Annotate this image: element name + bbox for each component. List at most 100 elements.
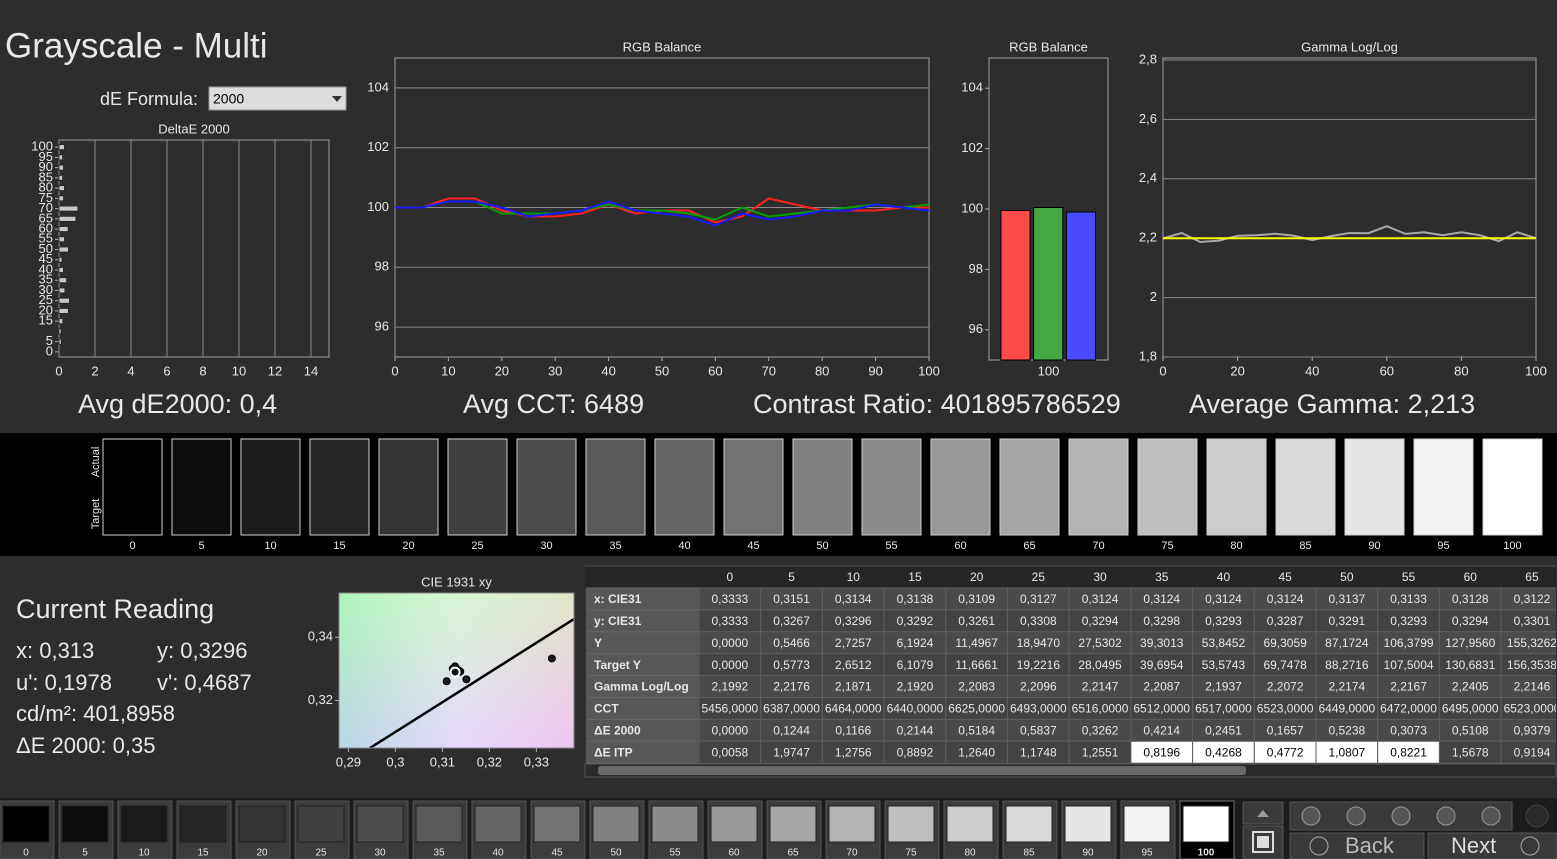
patch-button[interactable]	[474, 805, 522, 843]
patch-label[interactable]: 50	[610, 848, 622, 859]
swatch-label: 50	[816, 540, 828, 552]
cell-value: 6495,0000	[1442, 702, 1499, 716]
patch-label[interactable]: 15	[197, 848, 209, 859]
patch-label[interactable]: 95	[1141, 848, 1153, 859]
reading-title: Current Reading	[16, 594, 214, 624]
patch-button[interactable]	[1064, 805, 1112, 843]
patch-button[interactable]	[710, 805, 758, 843]
formula-label: dE Formula:	[100, 89, 198, 109]
gray-swatch	[792, 438, 853, 536]
patch-button[interactable]	[887, 805, 935, 843]
x-tick-label: 100	[1525, 363, 1547, 378]
cell-value: 0,1166	[835, 724, 871, 738]
patch-label[interactable]: 55	[669, 848, 681, 859]
dropdown-box[interactable]	[208, 86, 347, 111]
patch-button[interactable]	[356, 805, 404, 843]
patch-label[interactable]: 40	[492, 848, 504, 859]
reading-line: u': 0,1978	[16, 670, 112, 695]
patch-button[interactable]	[120, 805, 168, 843]
cell-value: 0,3124	[1205, 592, 1242, 606]
icon-loop[interactable]	[1436, 806, 1456, 826]
column-header: 30	[1093, 570, 1107, 584]
cell-value: 2,2072	[1267, 680, 1304, 694]
stop-icon-fill	[1257, 836, 1269, 848]
patch-label[interactable]: 80	[964, 848, 976, 859]
patch-button[interactable]	[238, 805, 286, 843]
patch-button[interactable]	[415, 805, 463, 843]
patch-button[interactable]	[651, 805, 699, 843]
cell-value: 1,1748	[1020, 745, 1057, 759]
cell-value: 11,6661	[955, 658, 998, 672]
scrollbar-thumb[interactable]	[598, 766, 1246, 775]
cell-value: 127,9560	[1445, 636, 1495, 650]
next-label[interactable]: Next	[1451, 833, 1496, 858]
patch-label[interactable]: 60	[728, 848, 740, 859]
patch-label[interactable]: 85	[1023, 848, 1035, 859]
x-tick-label: 80	[1454, 363, 1468, 378]
patch-label[interactable]: 45	[551, 848, 563, 859]
bar	[58, 205, 79, 212]
next-button[interactable]	[1427, 832, 1557, 859]
cell-value: 2,2405	[1452, 680, 1489, 694]
cell-value: 0,3073	[1390, 724, 1427, 738]
back-label[interactable]: Back	[1345, 833, 1395, 858]
cell-value: 69,7478	[1263, 658, 1307, 672]
cell-value: 107,5004	[1384, 658, 1434, 672]
y-tick-label: 0,32	[308, 692, 333, 707]
patch-button[interactable]	[769, 805, 817, 843]
icon-play[interactable]	[1346, 806, 1366, 826]
patch-label[interactable]: 10	[138, 848, 150, 859]
cell-value: 0,3109	[958, 592, 995, 606]
x-tick-label: 70	[762, 363, 776, 378]
chart: Gamma Log/Log 1,8 2 2,2 2,4 2,6 2,8 0 20 40 60 80 10…	[1139, 39, 1547, 378]
x-tick-label: 90	[868, 363, 882, 378]
patch-label[interactable]: 0	[23, 848, 29, 859]
patch-button[interactable]	[179, 805, 227, 843]
patch-label[interactable]: 5	[82, 848, 88, 859]
dropdown-arrow[interactable]	[332, 96, 342, 102]
patch-button[interactable]	[1182, 805, 1230, 843]
patch-button[interactable]	[61, 805, 109, 843]
dropdown-value[interactable]: 2000	[213, 91, 244, 107]
formula-dropdown[interactable]: 2000	[208, 86, 347, 111]
cell-value: 0,5837	[1020, 724, 1057, 738]
cell-value: 2,2174	[1328, 680, 1365, 694]
patch-button[interactable]	[946, 805, 994, 843]
y-tick-label: 102	[367, 139, 389, 154]
icon-refresh[interactable]	[1481, 806, 1501, 826]
series-line	[395, 200, 930, 221]
bar	[58, 164, 64, 171]
measured-point	[462, 675, 471, 684]
patch-label[interactable]: 20	[256, 848, 268, 859]
icon-stop[interactable]	[1301, 806, 1321, 826]
patch-button[interactable]	[1123, 805, 1171, 843]
cell-value: 0,0058	[711, 745, 748, 759]
reading-line: ΔE 2000: 0,35	[16, 733, 155, 758]
patch-label[interactable]: 70	[846, 848, 858, 859]
patch-label[interactable]: 100	[1198, 848, 1215, 859]
patch-label[interactable]: 90	[1082, 848, 1094, 859]
patch-button[interactable]	[297, 805, 345, 843]
y-tick-label: 95	[39, 149, 53, 164]
patch-button[interactable]	[533, 805, 581, 843]
icon-step[interactable]	[1391, 806, 1411, 826]
cell-value: 0,3293	[1390, 614, 1427, 628]
patch-button[interactable]	[828, 805, 876, 843]
cell-value: 2,2176	[773, 680, 810, 694]
column-header: 20	[970, 570, 984, 584]
back-button[interactable]	[1289, 832, 1425, 859]
summary-text: Contrast Ratio: 401895786529	[753, 389, 1121, 419]
patch-label[interactable]: 75	[905, 848, 917, 859]
patch-button[interactable]	[592, 805, 640, 843]
chart-title: DeltaE 2000	[158, 121, 230, 136]
patch-label[interactable]: 30	[374, 848, 386, 859]
y-tick-label: 60	[39, 220, 53, 235]
patch-label[interactable]: 35	[433, 848, 445, 859]
patch-button[interactable]	[1005, 805, 1053, 843]
gray-swatch	[1344, 438, 1405, 536]
patch-label[interactable]: 65	[787, 848, 799, 859]
patch-button[interactable]	[2, 805, 50, 843]
column-header: 40	[1217, 570, 1231, 584]
gray-swatch	[1137, 438, 1198, 536]
patch-label[interactable]: 25	[315, 848, 327, 859]
